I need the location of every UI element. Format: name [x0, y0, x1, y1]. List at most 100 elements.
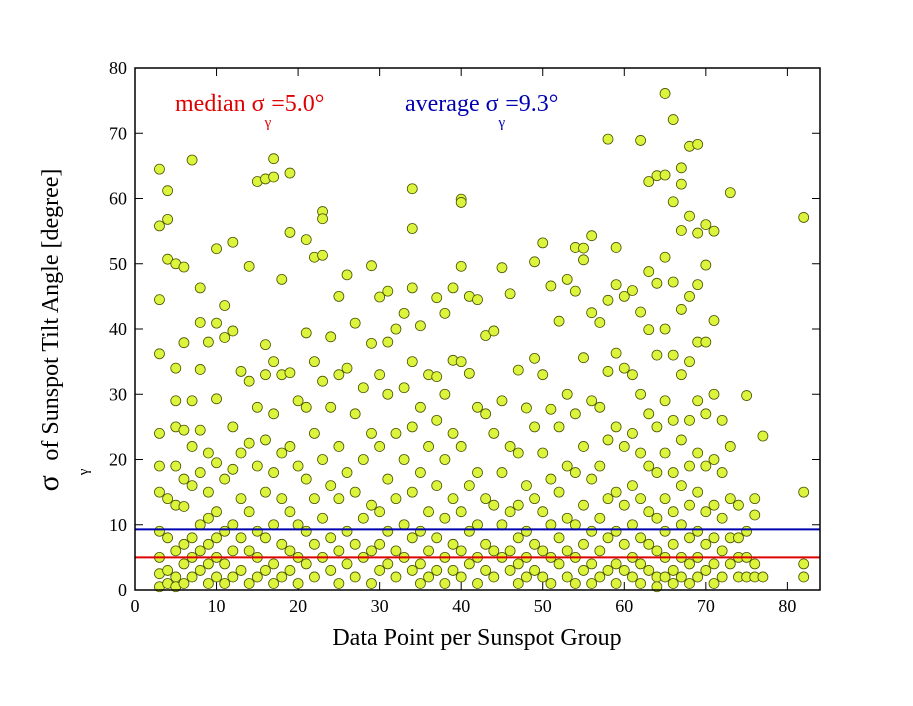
point: [268, 519, 280, 531]
point: [545, 519, 557, 531]
point: [512, 532, 524, 544]
point: [349, 486, 361, 498]
point: [406, 565, 418, 576]
point: [219, 525, 231, 537]
point: [561, 571, 573, 583]
point: [447, 493, 459, 505]
point: [627, 285, 638, 296]
annotation-text: average σ: [405, 91, 499, 117]
point: [635, 135, 646, 146]
point: [268, 578, 280, 589]
x-tick-label: 70: [697, 596, 715, 616]
y-tick-label: 80: [109, 58, 127, 78]
point: [586, 473, 598, 485]
point: [472, 578, 483, 589]
point: [537, 237, 549, 249]
point: [594, 317, 606, 328]
point: [659, 88, 671, 99]
point: [317, 512, 328, 524]
point: [235, 447, 247, 459]
point: [194, 519, 206, 531]
point: [749, 558, 761, 570]
point: [439, 307, 451, 319]
point: [227, 325, 239, 337]
point: [455, 356, 467, 368]
point: [251, 460, 263, 472]
point: [170, 571, 182, 583]
point: [708, 225, 720, 237]
point: [504, 545, 516, 557]
point: [202, 336, 214, 348]
point: [610, 486, 622, 498]
point: [243, 506, 255, 518]
point: [317, 454, 328, 465]
point: [684, 460, 695, 472]
point: [618, 538, 630, 550]
point: [455, 197, 467, 208]
point: [357, 512, 369, 524]
point: [455, 571, 467, 583]
point: [390, 427, 402, 439]
point: [349, 538, 361, 550]
point: [578, 441, 589, 452]
point: [496, 519, 508, 531]
x-tick-label: 50: [534, 596, 552, 616]
point: [561, 545, 573, 557]
point: [260, 565, 271, 576]
point: [382, 336, 394, 348]
point: [415, 401, 426, 413]
point: [406, 282, 418, 294]
point: [317, 213, 328, 225]
point: [219, 332, 231, 343]
point: [472, 519, 483, 531]
point: [635, 578, 646, 589]
point: [406, 532, 418, 544]
point: [309, 571, 320, 583]
point: [521, 525, 532, 537]
point: [439, 578, 451, 589]
annotation-subscript: γ: [498, 115, 506, 131]
point: [374, 291, 386, 303]
point: [415, 525, 426, 537]
point: [406, 356, 418, 368]
point: [472, 294, 483, 306]
point: [643, 506, 655, 518]
point: [578, 242, 589, 254]
point: [594, 401, 606, 413]
point: [268, 356, 280, 368]
point: [692, 227, 704, 239]
point: [708, 388, 720, 400]
point: [284, 545, 296, 557]
point: [292, 578, 304, 589]
point: [178, 473, 190, 485]
point: [333, 441, 345, 452]
point: [561, 388, 573, 400]
point: [504, 506, 516, 518]
point: [667, 196, 679, 208]
point: [716, 571, 728, 583]
point: [496, 467, 508, 478]
y-tick-label: 70: [109, 123, 127, 143]
point: [211, 317, 222, 329]
point: [529, 565, 540, 576]
point: [300, 525, 312, 537]
point: [529, 352, 540, 364]
point: [455, 545, 467, 557]
point: [415, 578, 426, 589]
point: [667, 114, 679, 125]
point: [618, 362, 630, 374]
point: [610, 578, 622, 589]
point: [366, 260, 377, 272]
point: [309, 538, 320, 550]
point: [431, 292, 443, 304]
point: [627, 519, 638, 531]
point: [553, 421, 565, 433]
point: [659, 251, 671, 263]
point: [398, 307, 410, 319]
point: [341, 362, 353, 374]
point: [675, 162, 687, 174]
point: [512, 447, 524, 459]
point: [276, 447, 288, 459]
y-tick-label: 40: [109, 319, 127, 339]
